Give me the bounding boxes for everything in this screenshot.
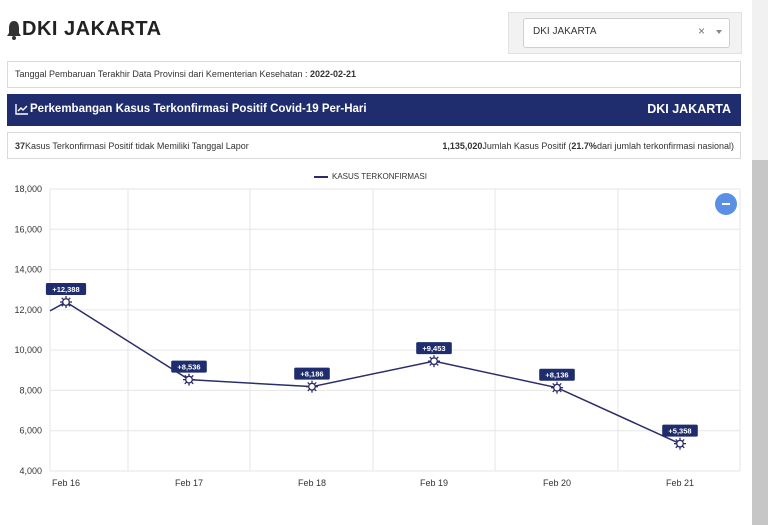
no-date-label: Kasus Terkonfirmasi Positif tidak Memili… [25,141,249,151]
y-tick-label: 8,000 [19,385,42,395]
update-info-label: Tanggal Pembaruan Terakhir Data Provinsi… [15,69,311,79]
x-tick-label: Feb 21 [666,478,694,488]
data-label: +9,453 [422,344,445,353]
total-suffix: dari jumlah terkonfirmasi nasional) [596,141,734,151]
data-label-box [45,283,87,296]
x-tick-label: Feb 17 [175,478,203,488]
series-line [49,301,681,445]
page-header: DKI JAKARTA [0,0,768,60]
data-point [551,381,563,394]
x-tick-label: Feb 16 [52,478,80,488]
chart-legend[interactable]: KASUS TERKONFIRMASI [314,172,427,181]
page-title: DKI JAKARTA [22,18,162,40]
scrollbar-thumb[interactable] [752,160,768,525]
data-point [428,355,440,368]
y-tick-label: 16,000 [14,224,42,234]
x-tick-label: Feb 18 [298,478,326,488]
stats-box: 37Kasus Terkonfirmasi Positif tidak Memi… [7,132,741,159]
data-label: +8,136 [545,371,568,380]
no-date-count: 37 [15,141,26,151]
data-label: +5,358 [668,427,691,436]
y-tick-label: 14,000 [14,265,42,275]
legend-swatch [314,175,328,178]
data-point [183,373,195,386]
line-chart-icon [15,104,28,115]
update-info-date: 2022-02-21 [310,69,357,79]
update-info-box: Tanggal Pembaruan Terakhir Data Provinsi… [7,61,741,88]
total-stat: 1,135,020Jumlah Kasus Positif (21.7%dari… [442,141,734,151]
data-label: +8,536 [177,363,200,372]
y-tick-label: 10,000 [14,345,42,355]
data-label-box [416,342,452,355]
banner-region: DKI JAKARTA [647,102,731,116]
bell-icon [7,21,21,40]
data-label: +8,186 [300,370,323,379]
y-tick-label: 18,000 [14,184,42,194]
total-pct: 21.7% [571,141,597,151]
data-label-box [294,367,330,380]
clear-icon[interactable]: × [698,24,706,38]
total-count: 1,135,020 [442,141,483,151]
y-tick-label: 12,000 [14,305,42,315]
no-date-stat: 37Kasus Terkonfirmasi Positif tidak Memi… [15,141,249,151]
data-label: +12,388 [52,285,79,294]
x-tick-label: Feb 19 [420,478,448,488]
province-select[interactable]: DKI JAKARTA × [523,18,730,48]
update-info-text: Tanggal Pembaruan Terakhir Data Provinsi… [15,69,356,79]
x-tick-label: Feb 20 [543,478,571,488]
zoom-out-button[interactable] [715,193,737,215]
province-select-value: DKI JAKARTA [533,26,597,37]
data-label-box [662,424,698,437]
province-select-container: DKI JAKARTA × [508,12,742,54]
banner-title: Perkembangan Kasus Terkonfirmasi Positif… [30,103,367,115]
legend-label: KASUS TERKONFIRMASI [332,172,427,181]
chart-banner: Perkembangan Kasus Terkonfirmasi Positif… [7,94,741,126]
chevron-down-icon[interactable] [716,30,722,34]
data-point [306,380,318,393]
data-point [674,437,686,450]
data-label-box [171,360,207,373]
y-tick-label: 4,000 [19,466,42,476]
data-label-box [539,368,575,381]
scrollbar-track [752,0,768,160]
data-point [60,296,72,309]
total-label: Jumlah Kasus Positif ( [482,141,572,151]
y-tick-label: 6,000 [19,426,42,436]
